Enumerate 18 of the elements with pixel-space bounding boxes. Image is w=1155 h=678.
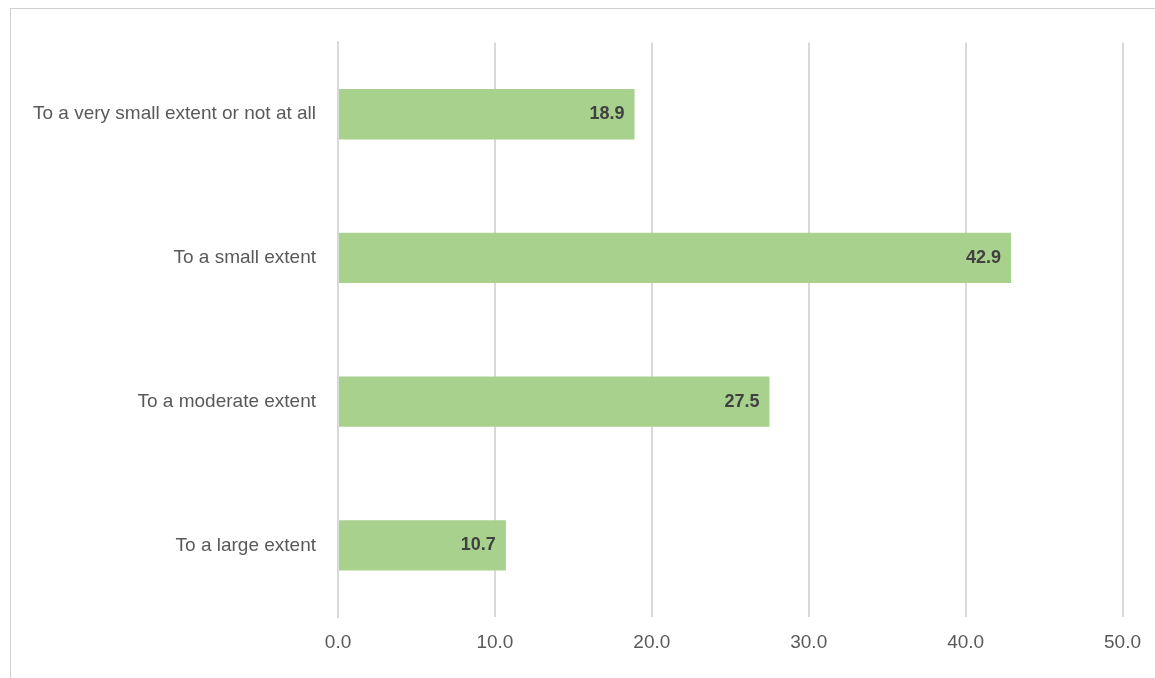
x-tick-label: 20.0 [633, 630, 671, 652]
y-tick-label: To a moderate extent [137, 389, 317, 411]
x-tick-label: 40.0 [947, 630, 985, 652]
data-label: 27.5 [724, 390, 760, 411]
x-tick-label: 30.0 [790, 630, 828, 652]
x-tick-label: 0.0 [324, 630, 352, 652]
bar [339, 520, 506, 571]
data-label: 18.9 [589, 103, 625, 124]
x-tick-label: 10.0 [476, 630, 514, 652]
bar [339, 376, 770, 427]
y-tick-label: To a large extent [175, 533, 317, 555]
y-tick-label: To a small extent [173, 246, 317, 268]
data-label: 42.9 [966, 246, 1002, 267]
bar [339, 89, 635, 140]
bar [339, 232, 1012, 284]
x-tick-label: 50.0 [1104, 630, 1141, 652]
data-label: 10.7 [460, 534, 496, 555]
y-tick-label: To a very small extent or not at all [33, 102, 317, 124]
